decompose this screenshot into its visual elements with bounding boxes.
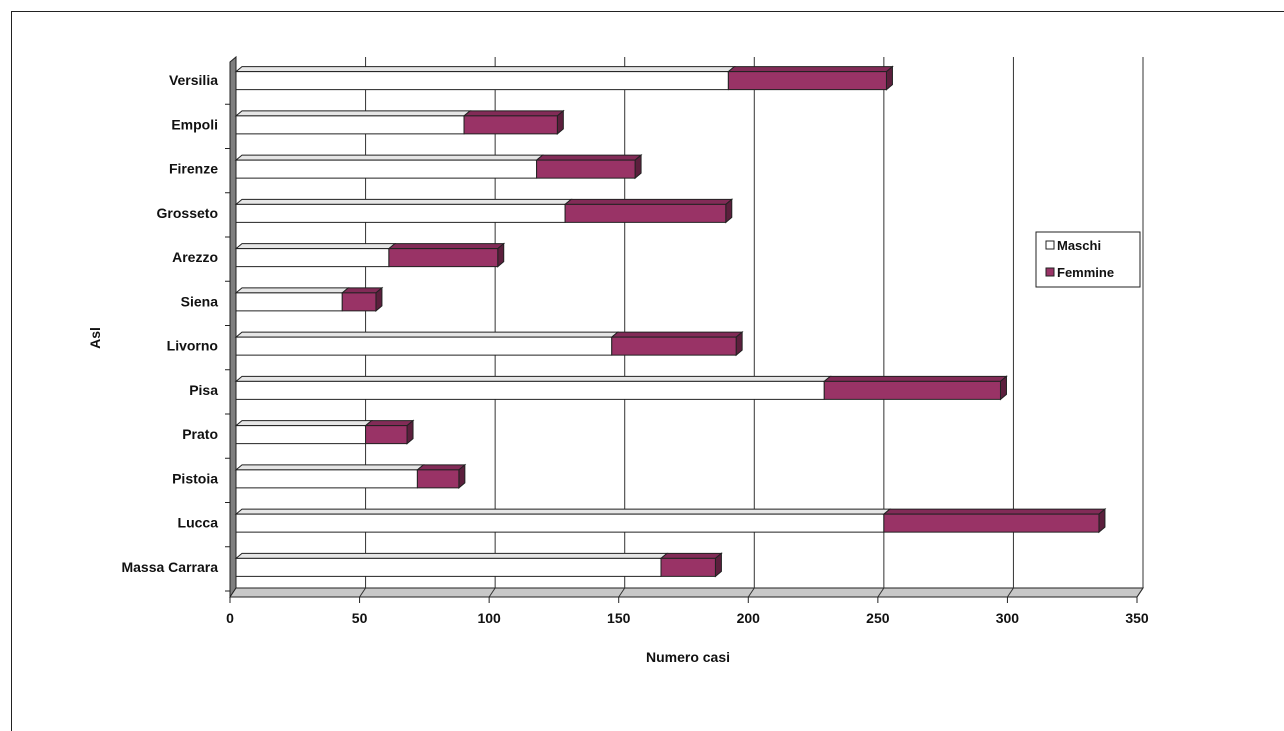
gridlines xyxy=(359,57,1144,598)
stacked-bar-chart: Massa Carrara Lucca Pistoia Prato Pisa Livorn… xyxy=(87,55,1149,665)
bar-femmine-prato xyxy=(365,425,408,445)
x-tick-label: 0 xyxy=(226,610,234,626)
bar-top-maschi xyxy=(234,154,544,161)
floor xyxy=(229,587,1144,598)
bar-top-maschi xyxy=(234,464,425,471)
bar-top-maschi xyxy=(234,287,350,294)
bar-femmine-empoli xyxy=(463,115,558,135)
legend-swatch-maschi xyxy=(1045,240,1055,250)
bar-femmine-grosseto xyxy=(564,203,727,223)
bar-maschi-prato xyxy=(235,425,367,445)
floor-gridline xyxy=(359,587,366,598)
bar-femmine-siena xyxy=(341,292,377,312)
category-label: Pistoia xyxy=(172,470,218,486)
bar-top-femmine xyxy=(535,154,643,161)
bar-femmine-firenze xyxy=(536,159,636,179)
x-tick-label: 200 xyxy=(737,610,761,626)
bar-femmine-versilia xyxy=(727,71,887,91)
left-wall xyxy=(229,55,237,599)
bar-top-maschi xyxy=(234,552,669,559)
category-label: Empoli xyxy=(171,116,218,132)
bar-femmine-pisa xyxy=(823,380,1001,400)
floor-gridline xyxy=(1007,587,1014,598)
bar-maschi-pisa xyxy=(235,380,825,400)
x-tick-label: 250 xyxy=(866,610,890,626)
category-label: Grosseto xyxy=(157,205,218,221)
floor-gridline xyxy=(747,587,755,598)
bar-maschi-siena xyxy=(235,292,343,312)
bar-top-femmine xyxy=(822,375,1008,382)
bar-top-maschi xyxy=(234,375,832,382)
bar-femmine-massa-carrara xyxy=(660,557,716,577)
bar-femmine-arezzo xyxy=(388,248,499,268)
category-label: Firenze xyxy=(169,161,218,177)
floor-gridline xyxy=(488,587,496,598)
category-label: Livorno xyxy=(167,338,218,354)
legend: Maschi Femmine xyxy=(1035,231,1141,288)
bar-top-maschi xyxy=(234,110,472,117)
category-label: Lucca xyxy=(178,515,219,531)
x-tick-label: 350 xyxy=(1125,610,1149,626)
chart-frame xyxy=(11,11,1284,731)
category-label: Massa Carrara xyxy=(121,559,218,575)
bar-femmine-lucca xyxy=(883,513,1100,533)
legend-label-maschi: Maschi xyxy=(1057,238,1101,253)
bar-top-femmine xyxy=(726,66,894,73)
bar-maschi-livorno xyxy=(235,336,613,356)
bar-maschi-firenze xyxy=(235,159,538,179)
bar-top-maschi xyxy=(234,508,892,515)
bar-maschi-empoli xyxy=(235,115,465,135)
bar-femmine-livorno xyxy=(611,336,737,356)
bar-top-femmine xyxy=(462,110,565,117)
bars xyxy=(234,65,1107,578)
legend-swatch-femmine xyxy=(1045,267,1055,277)
bar-maschi-lucca xyxy=(235,513,885,533)
bar-top-femmine xyxy=(387,243,506,250)
category-label: Versilia xyxy=(169,72,218,88)
category-label: Pisa xyxy=(189,382,218,398)
x-tick-label: 150 xyxy=(607,610,631,626)
bar-top-femmine xyxy=(364,420,415,427)
legend-label-femmine: Femmine xyxy=(1057,265,1114,280)
bar-maschi-versilia xyxy=(235,71,729,91)
bar-maschi-pistoia xyxy=(235,469,418,489)
category-label: Arezzo xyxy=(172,249,218,265)
bar-maschi-massa-carrara xyxy=(235,557,662,577)
x-tick-label: 300 xyxy=(996,610,1020,626)
bar-top-femmine xyxy=(610,331,744,338)
bar-top-maschi xyxy=(234,243,397,250)
y-axis-title: Asl xyxy=(87,327,103,349)
bar-maschi-grosseto xyxy=(235,203,566,223)
bar-top-femmine xyxy=(659,552,723,559)
x-axis-title: Numero casi xyxy=(646,649,730,665)
bar-top-maschi xyxy=(234,66,736,73)
bar-top-maschi xyxy=(234,331,620,338)
bar-top-femmine xyxy=(563,198,734,205)
bar-top-femmine xyxy=(416,464,467,471)
category-label: Siena xyxy=(181,293,219,309)
x-tick-label: 100 xyxy=(477,610,501,626)
category-label: Prato xyxy=(182,426,218,442)
bar-femmine-pistoia xyxy=(416,469,460,489)
floor-gridline xyxy=(877,587,885,598)
floor-gridline xyxy=(1136,587,1144,598)
bar-maschi-arezzo xyxy=(235,248,390,268)
bar-top-femmine xyxy=(882,508,1107,515)
floor-gridline xyxy=(618,587,626,598)
bar-top-femmine xyxy=(340,287,384,294)
bar-top-maschi xyxy=(234,198,573,205)
bar-top-maschi xyxy=(234,420,373,427)
x-tick-label: 50 xyxy=(352,610,368,626)
axes: Massa Carrara Lucca Pistoia Prato Pisa Livorn… xyxy=(121,72,1148,626)
